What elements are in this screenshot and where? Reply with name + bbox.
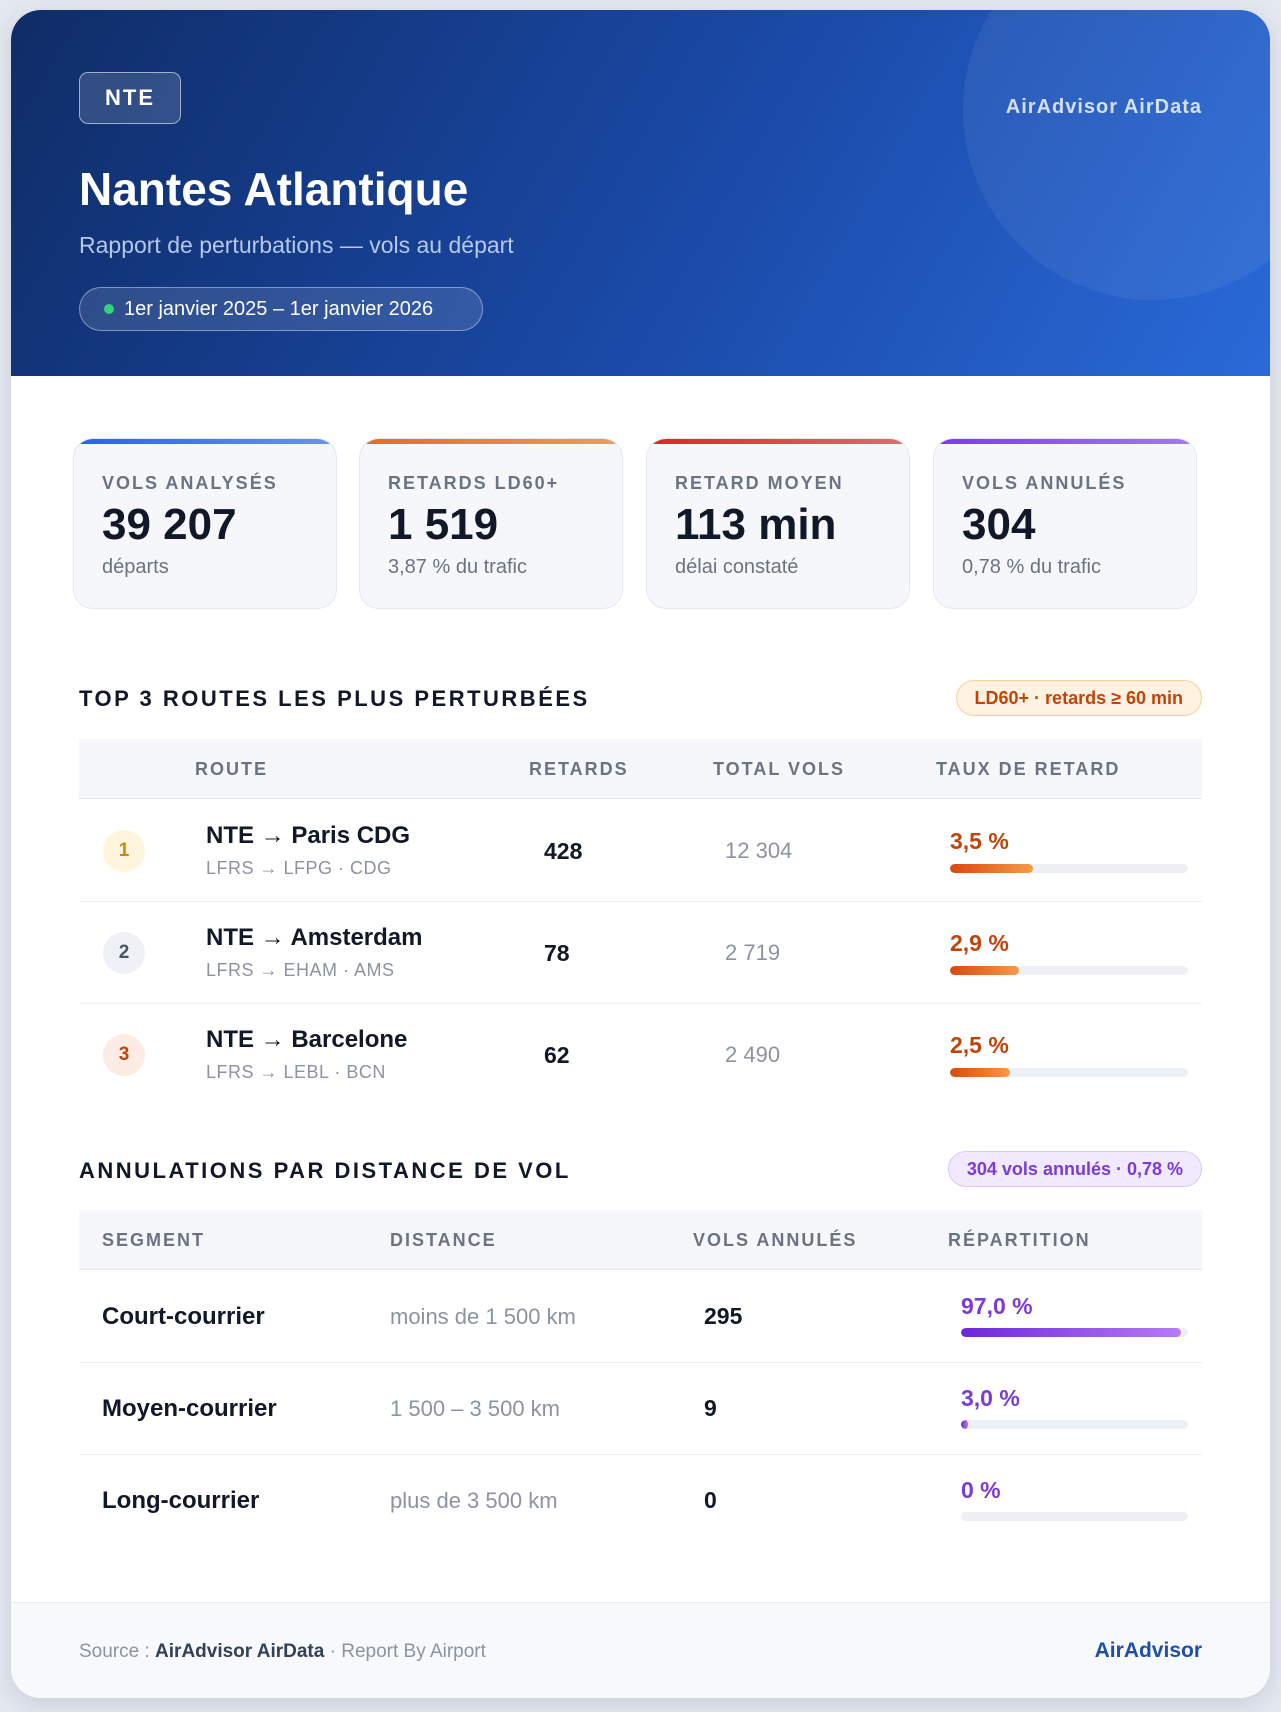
report-footer: Source : AirAdvisor AirData · Report By … <box>11 1602 1270 1698</box>
kpi-accent-bar <box>934 439 1196 444</box>
segment-distance: plus de 3 500 km <box>390 1488 558 1513</box>
route-rate: 3,5 % <box>950 828 1009 854</box>
col-cancelled: VOLS ANNULÉS <box>693 1230 858 1250</box>
kpi-value: 1 519 <box>388 500 499 549</box>
kpi-value: 39 207 <box>102 500 237 549</box>
table-row: Moyen-courrier 1 500 – 3 500 km 9 3,0 % <box>79 1363 1202 1455</box>
share-bar <box>961 1420 1188 1429</box>
segment-name: Court-courrier <box>102 1303 265 1330</box>
page-title: Nantes Atlantique <box>79 163 469 215</box>
footer-source-name: AirAdvisor AirData <box>155 1641 325 1662</box>
rate-bar-fill <box>950 966 1020 975</box>
route-rate: 2,5 % <box>950 1032 1009 1058</box>
kpi-subtext: 0,78 % du trafic <box>962 556 1101 578</box>
report-card: NTE AirAdvisor AirData Nantes Atlantique… <box>11 10 1270 1698</box>
kpi-label: RETARD MOYEN <box>675 473 844 493</box>
segment-distance: 1 500 – 3 500 km <box>390 1396 561 1421</box>
cancel-section-title: ANNULATIONS PAR DISTANCE DE VOL <box>79 1158 571 1183</box>
rate-bar <box>950 864 1188 873</box>
col-delays: RETARDS <box>529 759 629 779</box>
rate-bar-fill <box>950 864 1034 873</box>
route-name: NTE → Barcelone <box>206 1026 408 1053</box>
rate-bar-fill <box>950 1068 1010 1077</box>
rank-badge: 1 <box>103 830 145 872</box>
kpi-card-delays: RETARDS LD60+ 1 519 3,87 % du trafic <box>359 438 623 609</box>
kpi-accent-bar <box>360 439 622 444</box>
period-badge: 1er janvier 2025 – 1er janvier 2026 <box>79 287 483 331</box>
cancel-badge: 304 vols annulés · 0,78 % <box>947 1151 1202 1187</box>
kpi-card-cancellations: VOLS ANNULÉS 304 0,78 % du trafic <box>933 438 1197 609</box>
segment-cancelled: 0 <box>704 1487 717 1513</box>
route-rate: 2,9 % <box>950 930 1009 956</box>
route-delays: 428 <box>544 838 583 864</box>
brand-label: AirAdvisor AirData <box>1005 96 1202 118</box>
route-total: 2 719 <box>725 940 781 965</box>
period-label: 1er janvier 2025 – 1er janvier 2026 <box>124 297 434 320</box>
route-codes: LFRS → LFPG · CDG <box>206 858 392 878</box>
footer-brand: AirAdvisor <box>1094 1639 1202 1662</box>
kpi-value: 304 <box>962 500 1036 549</box>
rank-badge: 2 <box>103 932 145 974</box>
page-subtitle: Rapport de perturbations — vols au dépar… <box>79 232 514 258</box>
segment-share: 97,0 % <box>961 1293 1033 1319</box>
kpi-subtext: délai constaté <box>675 556 799 578</box>
table-row: 1 NTE → Paris CDG LFRS → LFPG · CDG 428 … <box>79 800 1202 902</box>
route-codes: LFRS → LEBL · BCN <box>206 1062 386 1082</box>
report-header: NTE AirAdvisor AirData Nantes Atlantique… <box>11 10 1270 376</box>
kpi-label: RETARDS LD60+ <box>388 473 560 493</box>
footer-source-prefix: Source : <box>79 1641 156 1662</box>
table-row: 2 NTE → Amsterdam LFRS → EHAM · AMS 78 2… <box>79 902 1202 1004</box>
route-total: 12 304 <box>725 838 793 863</box>
table-row: Court-courrier moins de 1 500 km 295 97,… <box>79 1271 1202 1363</box>
share-bar-fill <box>961 1328 1182 1337</box>
share-bar-fill <box>961 1420 968 1429</box>
col-total: TOTAL VOLS <box>713 759 846 779</box>
rate-bar <box>950 1068 1188 1077</box>
segment-name: Moyen-courrier <box>102 1395 277 1422</box>
col-share: RÉPARTITION <box>948 1230 1091 1250</box>
decorative-circle <box>963 10 1270 300</box>
route-delays: 62 <box>544 1042 570 1068</box>
routes-section-title: TOP 3 ROUTES LES PLUS PERTURBÉES <box>79 686 590 711</box>
col-segment: SEGMENT <box>102 1230 206 1250</box>
segment-cancelled: 9 <box>704 1395 717 1421</box>
ld60-badge: LD60+ · retards ≥ 60 min <box>955 680 1202 716</box>
table-row: 3 NTE → Barcelone LFRS → LEBL · BCN 62 2… <box>79 1004 1202 1106</box>
segment-distance: moins de 1 500 km <box>390 1304 576 1329</box>
segment-share: 3,0 % <box>961 1385 1020 1411</box>
rank-badge: 3 <box>103 1034 145 1076</box>
segment-share: 0 % <box>961 1477 1001 1503</box>
kpi-card-flights: VOLS ANALYSÉS 39 207 départs <box>73 438 337 609</box>
segment-cancelled: 295 <box>704 1303 743 1329</box>
col-rate: TAUX DE RETARD <box>936 759 1121 779</box>
kpi-subtext: départs <box>102 556 169 578</box>
rate-bar <box>950 966 1188 975</box>
kpi-value: 113 min <box>675 500 837 549</box>
route-name: NTE → Amsterdam <box>206 924 423 951</box>
kpi-subtext: 3,87 % du trafic <box>388 556 527 578</box>
kpi-label: VOLS ANNULÉS <box>962 473 1127 493</box>
table-row: Long-courrier plus de 3 500 km 0 0 % <box>79 1455 1202 1547</box>
kpi-accent-bar <box>74 439 336 444</box>
status-dot-icon <box>104 304 114 314</box>
footer-source-suffix: · Report By Airport <box>324 1641 486 1662</box>
route-name: NTE → Paris CDG <box>206 822 411 849</box>
share-bar <box>961 1328 1188 1337</box>
kpi-card-avg-delay: RETARD MOYEN 113 min délai constaté <box>646 438 910 609</box>
share-bar <box>961 1512 1188 1521</box>
col-route: ROUTE <box>195 759 268 779</box>
cancel-table-header: SEGMENT DISTANCE VOLS ANNULÉS RÉPARTITIO… <box>79 1210 1202 1270</box>
airport-code-badge: NTE <box>79 72 181 124</box>
footer-source: Source : AirAdvisor AirData · Report By … <box>79 1641 486 1663</box>
segment-name: Long-courrier <box>102 1487 260 1514</box>
route-codes: LFRS → EHAM · AMS <box>206 960 395 980</box>
route-total: 2 490 <box>725 1042 781 1067</box>
kpi-label: VOLS ANALYSÉS <box>102 473 278 493</box>
route-delays: 78 <box>544 940 570 966</box>
routes-table-header: ROUTE RETARDS TOTAL VOLS TAUX DE RETARD <box>79 739 1202 799</box>
kpi-accent-bar <box>647 439 909 444</box>
col-distance: DISTANCE <box>390 1230 497 1250</box>
